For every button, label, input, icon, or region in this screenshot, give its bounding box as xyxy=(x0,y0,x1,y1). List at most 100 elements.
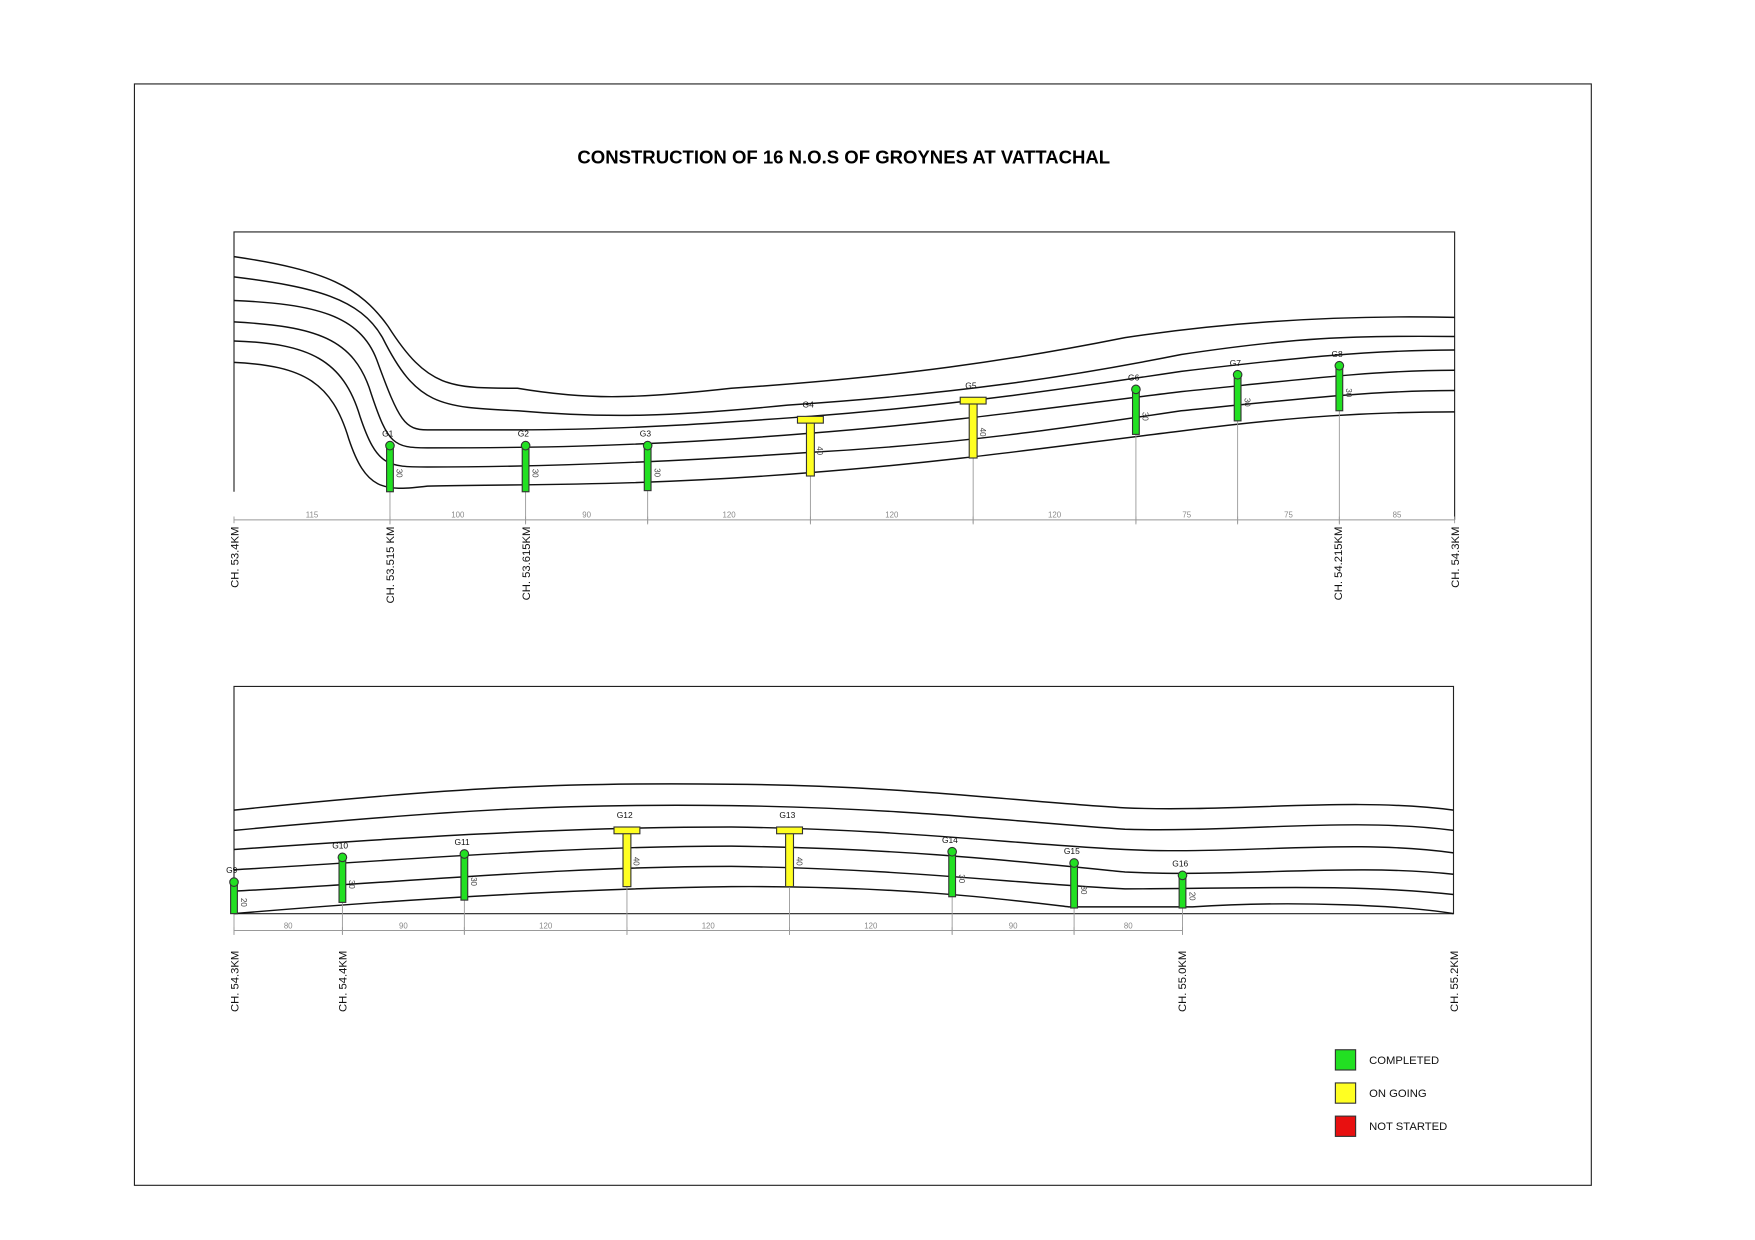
spacing-label: 90 xyxy=(399,921,408,930)
groyne xyxy=(1233,376,1242,422)
groyne-head xyxy=(947,846,957,857)
shoreline xyxy=(233,361,1455,489)
spacing-label: 120 xyxy=(885,511,899,520)
panel-2 xyxy=(233,685,1455,915)
groyne xyxy=(460,855,469,901)
groyne-head xyxy=(613,826,641,835)
groyne xyxy=(805,421,815,477)
legend-swatch xyxy=(1334,1115,1357,1137)
legend-label: ON GOING xyxy=(1369,1088,1427,1100)
sheet-border xyxy=(133,83,1592,1186)
groyne-head xyxy=(337,852,348,863)
spacing-label: 120 xyxy=(1048,511,1062,520)
groyne-label: G5 xyxy=(965,380,977,390)
chainage-label: CH. 54.3KM xyxy=(1450,527,1462,588)
groyne-label: G13 xyxy=(779,810,795,820)
spacing-label: 90 xyxy=(1009,921,1018,930)
shoreline xyxy=(233,845,1454,875)
groyne-head xyxy=(1232,369,1243,380)
groyne-length: 20 xyxy=(239,898,248,907)
chainage-label: CH. 55.0KM xyxy=(1177,951,1189,1012)
groyne-length: 30 xyxy=(1079,886,1088,895)
legend-swatch xyxy=(1334,1082,1357,1104)
groyne xyxy=(338,859,347,903)
spacing-label: 115 xyxy=(306,511,319,520)
groyne-head xyxy=(796,415,824,424)
groyne-label: G4 xyxy=(803,399,815,409)
chainage-label: CH. 54.3KM xyxy=(230,951,242,1012)
groyne-label: G6 xyxy=(1128,372,1140,382)
groyne-label: G12 xyxy=(617,810,633,820)
spacing-label: 85 xyxy=(1393,511,1402,520)
shoreline xyxy=(233,885,1454,915)
shoreline xyxy=(233,865,1454,896)
chainage-label: CH. 53.515 KM xyxy=(385,527,397,604)
groyne-label: G14 xyxy=(942,835,958,845)
shoreline xyxy=(233,255,1455,398)
groyne-head xyxy=(385,440,395,451)
chainage-label: CH. 54.4KM xyxy=(338,951,350,1012)
groyne-label: G2 xyxy=(518,429,530,439)
groyne-label: G15 xyxy=(1064,846,1080,856)
chainage-label: CH. 55.2KM xyxy=(1449,951,1461,1012)
groyne-length: 30 xyxy=(1242,398,1251,407)
groyne-length: 30 xyxy=(1344,388,1353,397)
shoreline xyxy=(233,276,1455,417)
spacing-label: 120 xyxy=(864,921,878,930)
groyne-label: G3 xyxy=(640,429,652,439)
groyne-label: G1 xyxy=(382,429,394,439)
panel-1 xyxy=(233,231,1456,520)
groyne-label: G16 xyxy=(1172,858,1188,868)
legend-label: COMPLETED xyxy=(1369,1055,1439,1067)
legend-label: NOT STARTED xyxy=(1369,1121,1447,1133)
legend-swatch xyxy=(1334,1049,1357,1071)
shoreline xyxy=(233,826,1454,854)
groyne-label: G9 xyxy=(226,865,238,875)
groyne-head xyxy=(229,877,239,887)
spacing-label: 90 xyxy=(582,511,591,520)
spacing-label: 100 xyxy=(451,511,465,520)
groyne-label: G7 xyxy=(1230,358,1242,368)
chainage-label: CH. 54.215KM xyxy=(1333,527,1345,601)
groyne-head xyxy=(520,440,531,451)
groyne-length: 40 xyxy=(978,428,987,437)
groyne xyxy=(1178,877,1187,909)
groyne-label: G10 xyxy=(332,840,348,850)
groyne-length: 40 xyxy=(794,857,803,866)
groyne xyxy=(386,447,394,493)
panel-frame xyxy=(233,231,1456,520)
chainage-label: CH. 53.4KM xyxy=(230,527,242,588)
groyne xyxy=(230,883,238,915)
groyne-label: G11 xyxy=(454,837,470,847)
groyne-head xyxy=(1177,870,1188,881)
groyne-length: 40 xyxy=(815,446,824,455)
spacing-label: 75 xyxy=(1182,511,1191,520)
groyne xyxy=(968,402,978,459)
groyne-length: 30 xyxy=(395,469,404,478)
shoreline xyxy=(233,340,1455,468)
groyne xyxy=(948,853,957,898)
shoreline xyxy=(233,804,1454,832)
groyne xyxy=(622,832,632,888)
groyne xyxy=(521,447,530,493)
groyne-length: 30 xyxy=(957,874,966,883)
spacing-label: 75 xyxy=(1284,511,1293,520)
groyne-head xyxy=(642,440,653,451)
groyne-length: 30 xyxy=(530,469,539,478)
panel-frame xyxy=(233,685,1455,915)
groyne-length: 20 xyxy=(1187,892,1196,901)
groyne-head xyxy=(1069,858,1079,868)
chainage-label: CH. 53.615KM xyxy=(521,527,533,601)
spacing-label: 120 xyxy=(539,921,553,930)
groyne xyxy=(1070,864,1079,909)
groyne-label: G8 xyxy=(1331,349,1343,359)
groyne-head xyxy=(959,396,987,405)
groyne-length: 40 xyxy=(632,857,641,866)
groyne-head xyxy=(776,826,804,835)
groyne-length: 30 xyxy=(652,468,661,477)
shoreline xyxy=(233,299,1455,431)
groyne-head xyxy=(1131,384,1141,395)
legend: COMPLETED ON GOING NOT STARTED xyxy=(1334,1049,1447,1137)
spacing-label: 80 xyxy=(284,921,293,930)
